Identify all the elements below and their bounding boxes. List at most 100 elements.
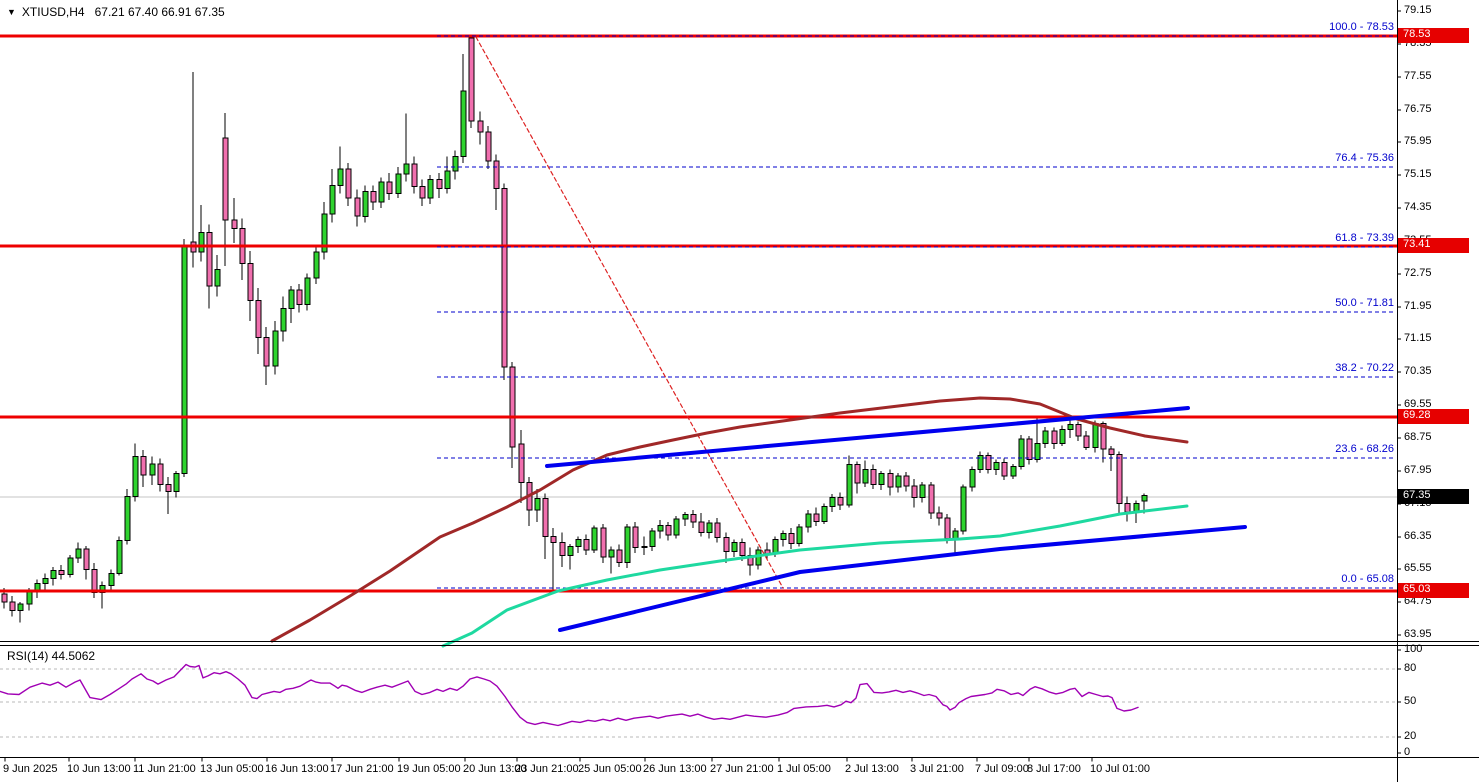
candle <box>1108 448 1115 455</box>
candle <box>493 160 500 190</box>
candle <box>993 462 1000 470</box>
candle <box>567 546 574 557</box>
candle <box>1083 435 1090 448</box>
candle <box>485 131 492 162</box>
candle <box>895 475 902 488</box>
candle <box>83 548 90 570</box>
candle <box>67 557 74 576</box>
candle <box>534 497 541 511</box>
candle <box>1 593 8 603</box>
candle <box>608 549 615 558</box>
candle <box>165 483 172 492</box>
candle <box>1075 423 1082 437</box>
chart-title: ▼ XTIUSD,H4 67.21 67.40 66.91 67.35 <box>7 5 225 19</box>
candle <box>559 542 566 557</box>
candle <box>206 232 213 287</box>
main-chart-plot-area[interactable] <box>0 0 1397 641</box>
candle <box>969 469 976 488</box>
candle <box>75 548 82 559</box>
candle <box>50 570 57 580</box>
candle <box>214 269 221 287</box>
lower-trendline <box>558 525 1247 632</box>
candle <box>296 289 303 306</box>
candle <box>723 537 730 553</box>
slow-moving-average <box>270 396 1189 643</box>
candle <box>468 37 475 122</box>
candle <box>600 527 607 558</box>
candle <box>518 443 525 484</box>
rsi-line <box>0 663 1139 727</box>
candle <box>641 546 648 549</box>
time-axis[interactable] <box>0 757 1397 782</box>
candle <box>140 455 147 476</box>
candle <box>673 518 680 536</box>
candle <box>231 219 238 230</box>
candle <box>837 496 844 506</box>
candle <box>427 178 434 199</box>
candle <box>887 473 894 488</box>
candle <box>157 463 164 485</box>
candle <box>99 585 106 594</box>
rsi-indicator-pane[interactable] <box>0 646 1397 757</box>
candle <box>91 568 98 594</box>
candle <box>411 163 418 187</box>
candle <box>1051 430 1058 444</box>
candle <box>321 213 328 253</box>
candle <box>149 463 156 476</box>
rsi-indicator-label: RSI(14) 44.5062 <box>7 649 96 663</box>
candle <box>304 277 311 305</box>
candle <box>928 484 935 514</box>
candle <box>846 464 853 506</box>
candle <box>813 513 820 522</box>
candle <box>1010 466 1017 477</box>
candle <box>460 90 467 158</box>
candle <box>288 289 295 310</box>
candle <box>985 455 992 471</box>
candle <box>280 308 287 332</box>
candle <box>386 181 393 195</box>
candle <box>665 524 672 536</box>
candle <box>370 191 377 203</box>
collapse-triangle-icon[interactable]: ▼ <box>7 7 16 17</box>
candle <box>509 366 516 448</box>
candle <box>862 469 869 484</box>
candle <box>9 601 16 611</box>
candle <box>222 137 229 221</box>
candle <box>591 527 598 551</box>
candle <box>198 232 205 253</box>
candle <box>977 455 984 471</box>
candle <box>829 496 836 507</box>
candle <box>1100 423 1107 450</box>
candle <box>1042 430 1049 444</box>
candle <box>690 514 697 523</box>
candle <box>116 540 123 574</box>
candle <box>419 185 426 199</box>
candle <box>731 542 738 553</box>
upper-trendline <box>545 406 1190 468</box>
candle <box>329 185 336 215</box>
candle <box>378 181 385 203</box>
candle <box>788 533 795 544</box>
price-axis[interactable] <box>1397 0 1479 757</box>
candle <box>739 542 746 557</box>
candle <box>477 120 484 133</box>
candle <box>42 578 49 585</box>
fast-moving-average <box>441 504 1189 648</box>
candle <box>624 526 631 563</box>
symbol-period-label: XTIUSD,H4 <box>21 5 85 19</box>
candle <box>870 469 877 485</box>
candle <box>714 522 721 539</box>
candle <box>854 464 861 484</box>
candle <box>911 485 918 498</box>
candle <box>354 197 361 217</box>
candle <box>575 538 582 548</box>
candle <box>263 336 270 367</box>
candle <box>362 191 369 217</box>
candle <box>272 330 279 367</box>
candle <box>649 530 656 548</box>
candle <box>58 570 65 576</box>
candle <box>337 168 344 186</box>
candle <box>755 549 762 566</box>
candle <box>903 475 910 487</box>
